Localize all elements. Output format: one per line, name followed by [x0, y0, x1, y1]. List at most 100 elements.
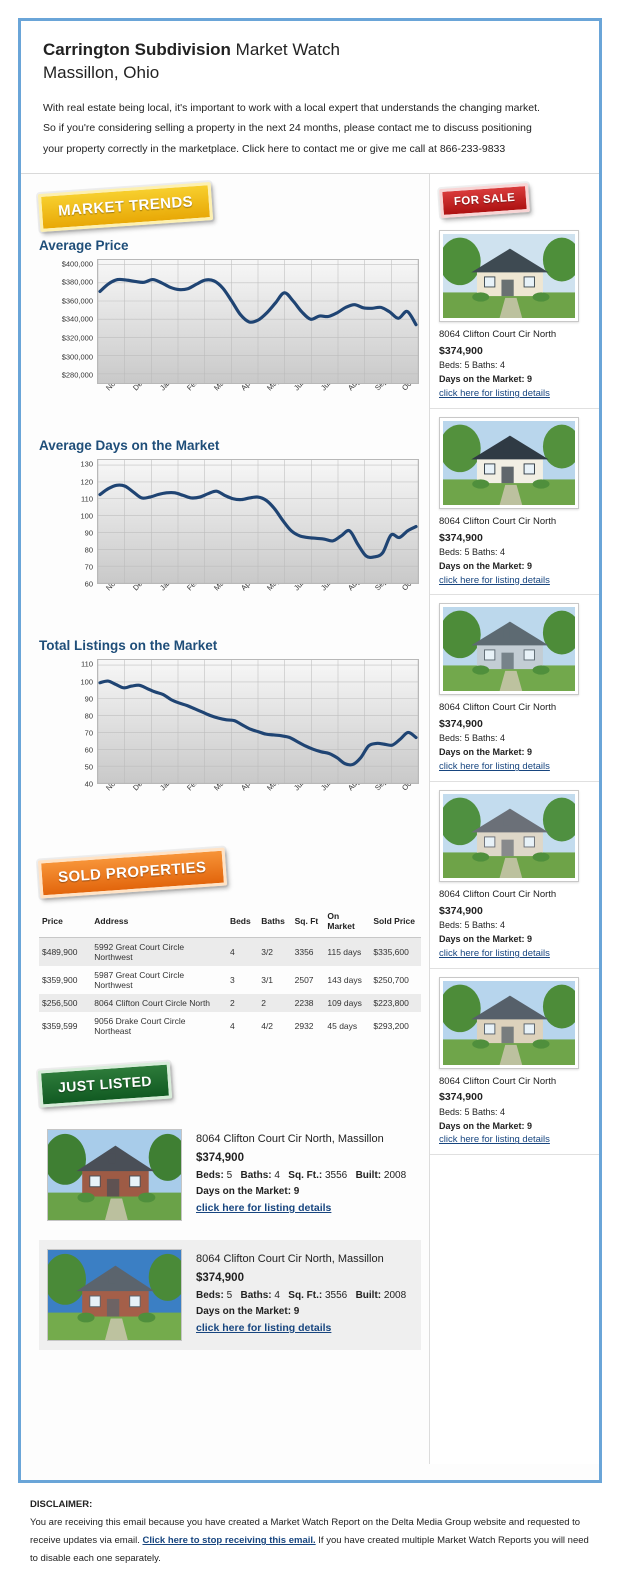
- listing-details-link[interactable]: click here for listing details: [439, 388, 550, 400]
- cell-on-market: 45 days: [327, 1021, 358, 1032]
- listing-details: 8064 Clifton Court Cir North $374,900 Beds…: [439, 888, 590, 962]
- x-tick-label: Jun 2012: [292, 784, 320, 792]
- col-sold-price: Sold Price: [370, 906, 421, 939]
- just-listed-list: 8064 Clifton Court Cir North, Massillon $…: [21, 1120, 429, 1351]
- for-sale-item[interactable]: 8064 Clifton Court Cir North $374,900 Beds…: [430, 222, 599, 409]
- gray-ranch-house-photo: [443, 607, 575, 692]
- cell-sqft: 2932: [294, 1021, 314, 1032]
- cell-baths: 4/2: [261, 1021, 274, 1032]
- baths-value: 4: [274, 1169, 280, 1181]
- y-tick-label: 110: [81, 659, 93, 669]
- listing-price: $374,900: [439, 1091, 483, 1104]
- listing-details-link[interactable]: click here for listing details: [196, 1202, 332, 1215]
- y-tick-label: 60: [84, 745, 93, 755]
- beds-value: 5: [226, 1169, 233, 1181]
- listing-details: 8064 Clifton Court Cir North $374,900 Beds…: [439, 1075, 590, 1149]
- listing-details: 8064 Clifton Court Cir North, Massillon $…: [196, 1129, 406, 1221]
- listing-photo[interactable]: [439, 790, 579, 883]
- y-tick-label: 90: [84, 528, 93, 538]
- intro-line-3: your property correctly in the marketpla…: [43, 142, 506, 155]
- just-listed-item[interactable]: 8064 Clifton Court Cir North, Massillon $…: [39, 1240, 421, 1351]
- for-sale-list: 8064 Clifton Court Cir North $374,900 Beds…: [430, 222, 599, 1156]
- line-chart-svg-0: [98, 260, 418, 384]
- for-sale-item[interactable]: 8064 Clifton Court Cir North $374,900 Beds…: [430, 969, 599, 1156]
- for-sale-badge: FOR SALE: [437, 180, 533, 221]
- sqft-value: 3556: [324, 1289, 348, 1301]
- cell-baths: 3/2: [258, 937, 292, 967]
- x-tick-label: Mar 2012: [212, 384, 241, 392]
- listing-photo[interactable]: [47, 1249, 182, 1342]
- listing-photo[interactable]: [439, 603, 579, 696]
- market-trends-section-header: MARKET TRENDS: [35, 179, 429, 235]
- table-row[interactable]: $359,900 5987 Great Court Circle Northwes…: [39, 966, 421, 994]
- plot-area-2: [97, 659, 419, 785]
- listing-price: $374,900: [439, 531, 483, 544]
- cell-address: 9056 Drake Court Circle Northeast: [94, 1016, 186, 1037]
- listing-beds-baths: Beds: 5 Baths: 4: [439, 360, 506, 371]
- listing-details-link[interactable]: click here for listing details: [439, 574, 550, 586]
- baths-label: Baths:: [240, 1289, 272, 1301]
- cell-sold-price: $250,700: [373, 975, 409, 986]
- x-tick-label: Jul 2012: [319, 784, 345, 792]
- col-beds: Beds: [226, 906, 259, 939]
- table-header-row: Price Address Beds Baths Sq. Ft On Marke…: [39, 906, 421, 939]
- cell-beds: 4: [226, 937, 259, 967]
- col-sqft: Sq. Ft: [291, 906, 325, 939]
- listing-details-link[interactable]: click here for listing details: [439, 761, 550, 773]
- listing-details-link[interactable]: click here for listing details: [196, 1322, 332, 1335]
- table-row[interactable]: $359,599 9056 Drake Court Circle Northeas…: [39, 1012, 421, 1040]
- listing-details-link[interactable]: click here for listing details: [439, 947, 550, 959]
- y-axis-labels-1: 130 120 110 100 90 80 70 60: [39, 459, 97, 589]
- listing-photo[interactable]: [439, 416, 579, 509]
- x-tick-label: Aug 2012: [346, 784, 375, 792]
- chart-title: Average Price: [39, 238, 129, 254]
- cell-baths: 3/1: [261, 975, 274, 986]
- listing-details: 8064 Clifton Court Cir North $374,900 Beds…: [439, 328, 590, 402]
- report-body: MARKET TRENDS Average Price $400,000 $380…: [21, 174, 599, 1465]
- page-title: Carrington Subdivision Market Watch: [43, 39, 577, 62]
- y-tick-label: $340,000: [61, 314, 93, 324]
- x-tick-label: Jul 2012: [319, 584, 345, 592]
- built-value: 2008: [383, 1169, 407, 1181]
- for-sale-sidebar: FOR SALE 8064 Clifton Court Cir North $37…: [429, 174, 599, 1465]
- for-sale-item[interactable]: 8064 Clifton Court Cir North $374,900 Beds…: [430, 595, 599, 783]
- listing-price: $374,900: [439, 904, 483, 917]
- sold-properties-section-header: SOLD PROPERTIES: [35, 845, 429, 902]
- plot-area-0: [97, 259, 419, 385]
- sqft-label: Sq. Ft.:: [288, 1289, 323, 1301]
- table-row[interactable]: $256,500 8064 Clifton Court Circle North 2…: [39, 994, 421, 1013]
- for-sale-item[interactable]: 8064 Clifton Court Cir North $374,900 Beds…: [430, 782, 599, 969]
- x-tick-label: Feb 2012: [185, 784, 214, 792]
- listing-details: 8064 Clifton Court Cir North $374,900 Beds…: [439, 701, 590, 775]
- built-label: Built:: [355, 1169, 382, 1181]
- listing-details-link[interactable]: click here for listing details: [439, 1134, 550, 1146]
- beige-two-story-house-photo: [443, 980, 575, 1065]
- y-axis-labels-2: 110 100 90 80 70 60 50 40: [39, 659, 97, 789]
- col-address: Address: [91, 906, 227, 939]
- white-farmhouse-photo: [443, 420, 575, 505]
- y-tick-label: 80: [84, 545, 93, 555]
- cell-address: 8064 Clifton Court Circle North: [91, 994, 227, 1013]
- just-listed-item[interactable]: 8064 Clifton Court Cir North, Massillon $…: [39, 1120, 421, 1230]
- y-tick-label: 120: [80, 477, 93, 487]
- listing-address: 8064 Clifton Court Cir North, Massillon: [196, 1253, 384, 1266]
- craftsman-cottage-photo: [443, 234, 575, 319]
- subdivision-name: Carrington Subdivision: [43, 40, 231, 59]
- for-sale-item[interactable]: 8064 Clifton Court Cir North $374,900 Beds…: [430, 409, 599, 596]
- listing-photo[interactable]: [439, 976, 579, 1069]
- listing-photo[interactable]: [439, 230, 579, 323]
- x-tick-label: Oct 2012: [400, 384, 419, 392]
- cell-sold-price: $223,800: [370, 994, 421, 1013]
- table-row[interactable]: $489,900 5992 Great Court Circle Northwes…: [39, 937, 421, 967]
- line-chart-svg-1: [98, 460, 418, 584]
- cell-beds: 3: [229, 975, 235, 986]
- series-line-1: [98, 483, 418, 560]
- listing-address: 8064 Clifton Court Cir North: [439, 1075, 557, 1087]
- unsubscribe-link[interactable]: Click here to stop receiving this email.: [142, 1535, 316, 1547]
- listing-address: 8064 Clifton Court Cir North: [439, 515, 557, 527]
- listing-photo[interactable]: [47, 1129, 182, 1222]
- beds-label: Beds:: [196, 1169, 224, 1181]
- cell-on-market: 115 days: [324, 937, 371, 967]
- y-tick-label: 40: [84, 779, 93, 789]
